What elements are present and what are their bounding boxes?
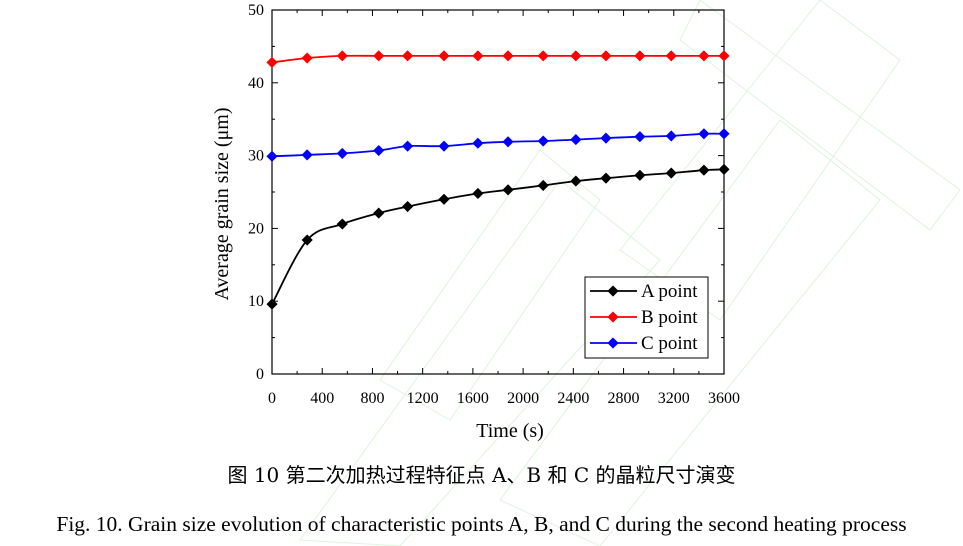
data-point-a-point <box>266 298 278 310</box>
legend-label-a-point: A point <box>641 281 698 302</box>
data-point-a-point <box>570 175 582 187</box>
data-point-b-point <box>634 50 646 62</box>
x-tick-label: 2000 <box>507 390 539 407</box>
data-point-a-point <box>472 187 484 200</box>
data-point-a-point <box>600 172 612 184</box>
y-tick-label: 40 <box>248 75 264 92</box>
series-a-point <box>266 163 730 310</box>
x-tick-label: 800 <box>360 390 384 407</box>
data-point-c-point <box>718 128 730 140</box>
data-point-c-point <box>373 144 385 157</box>
data-point-b-point <box>537 50 549 62</box>
data-point-b-point <box>301 52 313 64</box>
data-point-b-point <box>502 50 514 62</box>
data-point-c-point <box>336 147 348 159</box>
x-tick-label: 3200 <box>658 390 690 407</box>
legend-label-c-point: C point <box>641 333 698 354</box>
figure-caption-english: Fig. 10. Grain size evolution of charact… <box>56 512 907 536</box>
data-point-c-point <box>634 131 646 143</box>
x-tick-label: 2400 <box>557 390 589 407</box>
data-point-c-point <box>438 140 450 152</box>
series-b-point <box>266 50 730 68</box>
x-tick-label: 1600 <box>457 390 489 407</box>
legend-marker-b-point <box>607 311 619 323</box>
data-point-c-point <box>301 149 313 161</box>
figure-caption-chinese: 图 10 第二次加热过程特征点 A、B 和 C 的晶粒尺寸演变 <box>227 463 736 487</box>
data-point-a-point <box>301 234 313 246</box>
x-tick-label: 3600 <box>708 390 740 407</box>
data-point-c-point <box>502 136 514 148</box>
y-axis-title: Average grain size (μm) <box>211 107 233 300</box>
x-tick-label: 2800 <box>608 390 640 407</box>
data-point-b-point <box>266 56 278 68</box>
legend: A point B point C point <box>584 276 709 359</box>
x-axis-title: Time (s) <box>476 420 544 442</box>
data-point-c-point <box>570 134 582 146</box>
data-point-b-point <box>600 50 612 62</box>
x-tick-label: 0 <box>268 390 276 407</box>
data-point-b-point <box>570 50 582 62</box>
data-point-c-point <box>665 130 677 142</box>
watermark <box>299 0 961 546</box>
data-point-a-point <box>502 184 514 196</box>
x-tick-label: 1200 <box>407 390 439 407</box>
data-point-b-point <box>698 50 710 62</box>
data-point-c-point <box>266 150 278 162</box>
data-point-b-point <box>665 50 677 62</box>
data-point-c-point <box>472 137 484 149</box>
y-tick-label: 50 <box>248 2 264 19</box>
y-tick-label: 30 <box>248 148 264 165</box>
data-point-b-point <box>438 50 450 62</box>
data-point-a-point <box>634 169 646 181</box>
data-point-b-point <box>336 50 348 62</box>
legend-marker-a-point <box>607 285 619 297</box>
y-tick-label: 0 <box>256 366 264 383</box>
legend-label-b-point: B point <box>641 307 698 328</box>
data-point-c-point <box>537 135 549 147</box>
series-c-point <box>266 128 730 162</box>
data-point-c-point <box>698 128 710 140</box>
y-tick-label: 20 <box>248 220 264 237</box>
data-point-a-point <box>665 167 677 179</box>
data-point-c-point <box>600 132 612 144</box>
data-point-a-point <box>537 179 549 192</box>
x-tick-label: 400 <box>310 390 334 407</box>
data-point-c-point <box>402 140 414 152</box>
data-point-a-point <box>718 163 730 175</box>
data-point-a-point <box>438 193 450 205</box>
data-point-b-point <box>402 50 414 62</box>
legend-marker-c-point <box>607 337 619 349</box>
data-point-a-point <box>402 200 414 213</box>
data-point-a-point <box>336 218 348 230</box>
data-point-a-point <box>698 164 710 176</box>
y-tick-label: 10 <box>248 293 264 310</box>
data-point-b-point <box>373 50 385 62</box>
data-point-b-point <box>472 50 484 62</box>
data-point-b-point <box>718 50 730 62</box>
data-point-a-point <box>373 207 385 219</box>
